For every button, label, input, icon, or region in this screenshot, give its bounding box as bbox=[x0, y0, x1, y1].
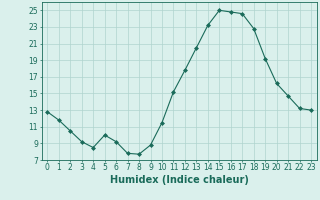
X-axis label: Humidex (Indice chaleur): Humidex (Indice chaleur) bbox=[110, 175, 249, 185]
